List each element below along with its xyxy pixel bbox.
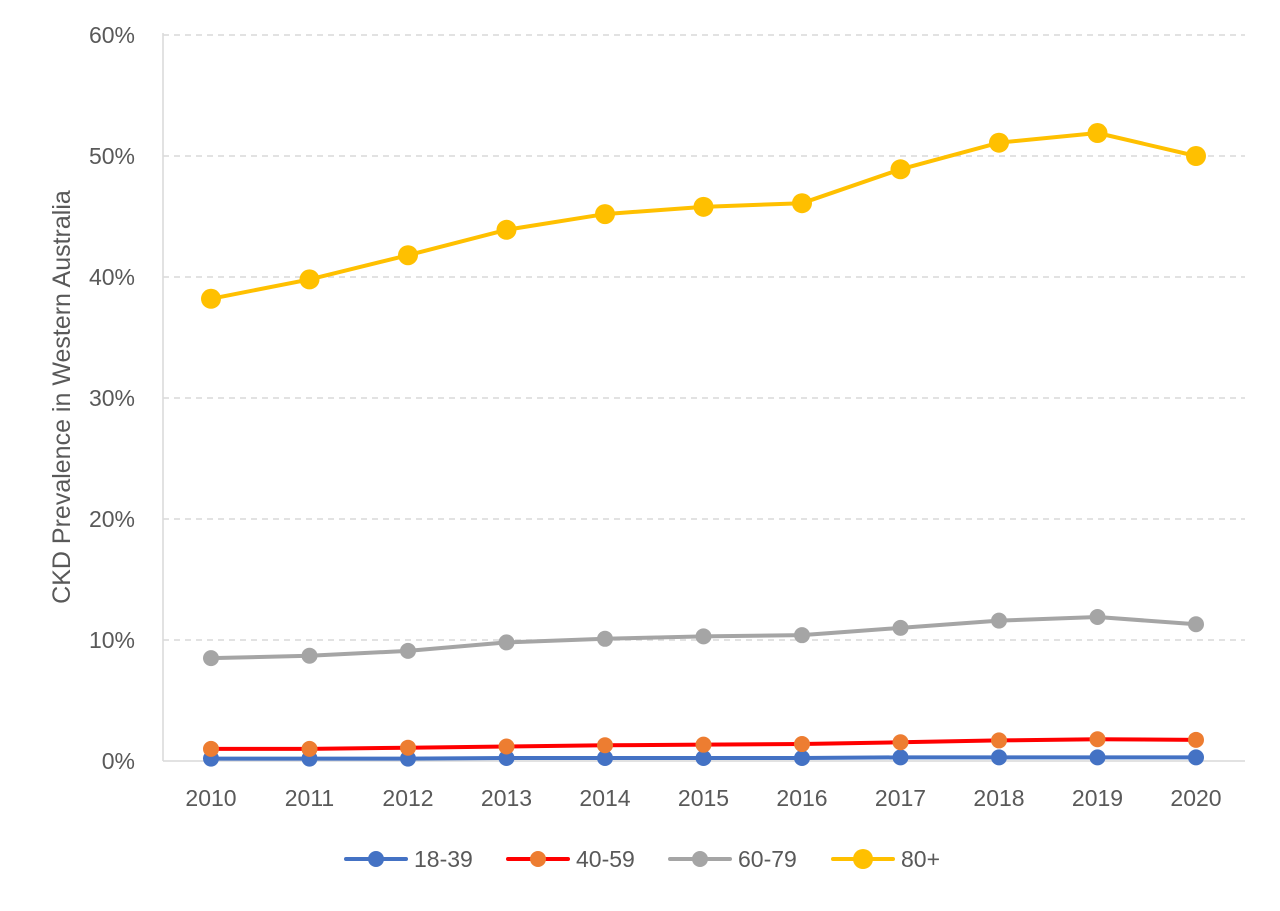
x-tick-label: 2016 (776, 785, 827, 811)
data-point (400, 642, 416, 659)
data-point (1089, 731, 1106, 748)
data-point (597, 737, 613, 754)
y-axis-title: CKD Prevalence in Western Australia (48, 190, 76, 604)
x-tick-label: 2015 (678, 785, 729, 811)
series-80+ (201, 123, 1206, 309)
y-tick-label: 40% (89, 264, 135, 290)
x-tick-label: 2014 (579, 785, 630, 811)
x-tick-label: 2017 (875, 785, 926, 811)
data-point (1186, 146, 1206, 166)
data-point (794, 627, 810, 644)
y-tick-label: 60% (89, 22, 135, 48)
data-point (301, 740, 318, 757)
data-point (1188, 749, 1204, 766)
legend: 18-39 40-59 60-79 80+ (344, 846, 940, 872)
data-point (892, 749, 909, 766)
data-point (597, 630, 613, 647)
legend-marker (692, 851, 708, 867)
data-point (890, 159, 911, 180)
x-tick-label: 2012 (382, 785, 433, 811)
x-tick-label: 2011 (285, 785, 334, 811)
data-point (400, 739, 416, 756)
data-point (1089, 609, 1106, 626)
data-point (498, 749, 515, 766)
data-point (201, 288, 221, 309)
y-tick-label: 20% (89, 506, 135, 532)
data-point (989, 132, 1009, 153)
data-point (1188, 731, 1204, 748)
x-tick-label: 2019 (1072, 785, 1123, 811)
legend-label: 80+ (901, 846, 940, 872)
x-tick-label: 2018 (973, 785, 1024, 811)
data-point (991, 732, 1007, 749)
data-point (597, 749, 613, 766)
data-point (991, 749, 1007, 766)
legend-marker (530, 851, 546, 867)
legend-marker (368, 851, 384, 867)
y-tick-label: 10% (89, 627, 135, 653)
data-point (892, 619, 909, 636)
data-point (695, 749, 712, 766)
data-point (398, 245, 418, 266)
y-tick-label: 30% (89, 385, 135, 411)
data-point (498, 738, 515, 755)
data-point (794, 749, 810, 766)
series-60-79 (203, 609, 1204, 667)
data-point (496, 219, 517, 240)
legend-item-18-39: 18-39 (344, 846, 473, 872)
data-point (892, 734, 909, 751)
data-point (794, 736, 810, 753)
data-point (695, 628, 712, 645)
legend-label: 40-59 (576, 846, 635, 872)
data-point (693, 196, 714, 217)
data-point (792, 193, 812, 214)
series-40-59 (203, 731, 1204, 757)
data-point (695, 736, 712, 753)
x-tick-label: 2020 (1170, 785, 1221, 811)
legend-marker (853, 849, 873, 869)
data-point (301, 647, 318, 664)
legend-label: 18-39 (414, 846, 473, 872)
gridlines (163, 34, 1245, 641)
legend-item-40-59: 40-59 (506, 846, 635, 872)
legend-item-80+: 80+ (831, 846, 940, 872)
series (201, 123, 1206, 767)
data-point (1087, 123, 1108, 144)
data-point (498, 634, 515, 651)
data-point (299, 269, 320, 290)
legend-item-60-79: 60-79 (668, 846, 797, 872)
axes (162, 33, 1245, 762)
x-tick-labels: 2010 2011 2012 2013 2014 2015 2016 2017 2018 2019… (185, 785, 1221, 811)
data-point (1188, 616, 1204, 633)
y-tick-label: 50% (89, 143, 135, 169)
x-tick-label: 2013 (481, 785, 532, 811)
y-tick-labels: 0% 10% 20% 30% 40% 50% 60% (89, 22, 135, 774)
x-tick-label: 2010 (185, 785, 236, 811)
data-point (595, 204, 615, 225)
y-tick-label: 0% (102, 748, 135, 774)
legend-label: 60-79 (738, 846, 797, 872)
data-point (991, 612, 1007, 629)
data-point (203, 740, 219, 757)
data-point (203, 650, 219, 667)
data-point (1089, 749, 1106, 766)
